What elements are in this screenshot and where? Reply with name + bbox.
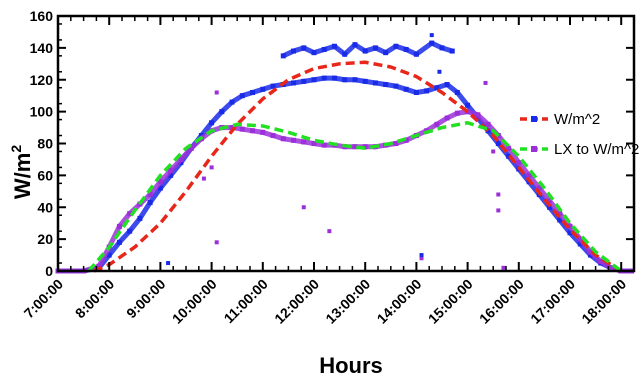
legend-swatch-marker	[531, 146, 537, 152]
x-tick-label: 17:00:00	[527, 276, 578, 327]
outlier-point	[214, 90, 219, 95]
y-axis-label: W/m2	[8, 145, 35, 199]
y-tick-label: 60	[37, 167, 53, 183]
outlier-point	[209, 165, 214, 170]
outlier-point	[496, 192, 501, 197]
x-tick-label: 12:00:00	[271, 276, 322, 327]
series-band	[58, 109, 632, 274]
outlier-point	[483, 80, 488, 85]
legend-swatch-marker	[531, 116, 537, 122]
x-tick-label: 9:00:00	[123, 276, 169, 322]
x-tick-label: 15:00:00	[425, 276, 476, 327]
x-tick-label: 11:00:00	[221, 276, 272, 327]
outlier-point	[501, 265, 506, 270]
y-tick-label: 140	[30, 40, 54, 56]
outlier-point	[429, 33, 434, 38]
y-tick-label: 0	[45, 263, 53, 279]
fit-line-0	[93, 60, 623, 273]
legend-label: LX to W/m^2	[554, 141, 639, 158]
y-tick-label: 20	[37, 231, 53, 247]
x-axis-label: Hours	[319, 353, 383, 378]
y-tick-label: 120	[30, 72, 54, 88]
fit-line-1	[87, 121, 623, 273]
outlier-point	[496, 208, 501, 213]
y-axis-label-base: W/m	[10, 153, 35, 199]
x-tick-label: 10:00:00	[169, 276, 220, 327]
outlier-point	[166, 261, 171, 266]
y-tick-label: 80	[37, 136, 53, 152]
outlier-point	[419, 256, 424, 261]
outlier-point	[419, 253, 424, 258]
series-1-points	[280, 40, 455, 59]
x-tick-label: 14:00:00	[374, 276, 425, 327]
y-tick-label: 100	[30, 104, 54, 120]
x-tick-label: 18:00:00	[578, 276, 629, 327]
y-tick-label: 40	[37, 199, 53, 215]
x-tick-label: 16:00:00	[476, 276, 527, 327]
x-tick-label: 8:00:00	[72, 276, 118, 322]
y-axis-label-exponent: 2	[8, 145, 24, 153]
legend: W/m^2 LX to W/m^2	[520, 111, 639, 158]
outlier-point	[214, 240, 219, 245]
x-tick-label: 7:00:00	[21, 276, 67, 322]
outlier-point	[301, 205, 306, 210]
outlier-point	[437, 69, 442, 74]
outlier-point	[491, 149, 496, 154]
outlier-point	[201, 176, 206, 181]
legend-label: W/m^2	[554, 111, 600, 128]
series-band	[282, 40, 453, 59]
y-tick-label: 160	[30, 8, 54, 24]
chart-marks	[55, 33, 634, 274]
x-tick-label: 13:00:00	[322, 276, 373, 327]
y-axis: 0 20 40 60 80 100 120 140 160	[30, 8, 634, 279]
outlier-point	[327, 229, 332, 234]
